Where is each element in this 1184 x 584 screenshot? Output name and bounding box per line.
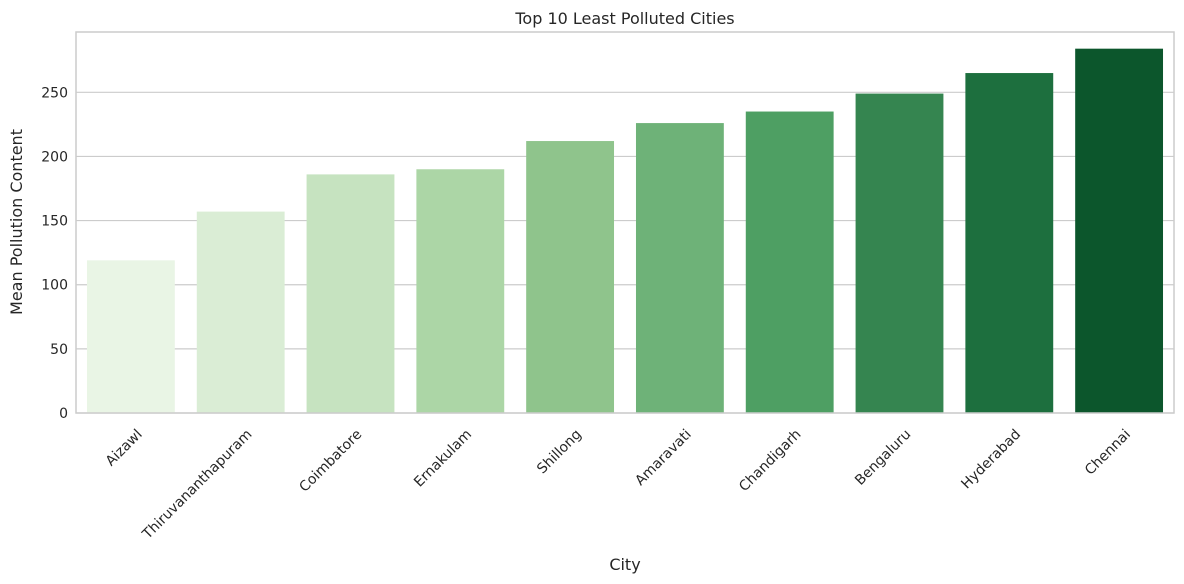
x-tick-label: Chennai <box>1082 427 1134 479</box>
x-tick-label: Coimbatore <box>296 427 365 496</box>
bar-coimbatore <box>306 174 395 413</box>
x-tick-label: Chandigarh <box>736 427 804 495</box>
bar-ernakulam <box>416 169 505 413</box>
chart-title: Top 10 Least Polluted Cities <box>514 9 734 28</box>
x-tick-label: Hyderabad <box>958 427 1024 493</box>
y-tick-label: 0 <box>59 406 68 422</box>
x-tick-label: Thiruvananthapuram <box>139 427 256 544</box>
bar-chandigarh <box>745 111 834 414</box>
plot-frame <box>75 31 1175 414</box>
x-tick-label: Shillong <box>534 427 585 478</box>
x-axis-title: City <box>609 555 640 574</box>
bar-chennai <box>1075 48 1164 414</box>
bar-amaravati <box>635 123 724 413</box>
x-tick-label: Ernakulam <box>411 427 475 491</box>
y-tick-label: 200 <box>41 149 68 165</box>
y-tick-label: 50 <box>50 342 68 358</box>
y-tick-label: 250 <box>41 85 68 101</box>
bars <box>86 48 1164 414</box>
x-tick-label: Bengaluru <box>852 427 914 489</box>
bar-thiruvananthapuram <box>196 211 285 413</box>
bar-shillong <box>526 141 615 413</box>
y-axis-title: Mean Pollution Content <box>7 129 26 315</box>
bar-hyderabad <box>965 73 1054 413</box>
x-tick-label: Amaravati <box>632 427 694 489</box>
x-tick-label: Aizawl <box>103 427 146 470</box>
y-tick-label: 150 <box>41 214 68 230</box>
bar-aizawl <box>86 260 175 413</box>
y-tick-label: 100 <box>41 278 68 294</box>
y-axis-ticks: 0 50 100 150 200 250 <box>41 85 68 422</box>
bar-bengaluru <box>855 93 944 414</box>
